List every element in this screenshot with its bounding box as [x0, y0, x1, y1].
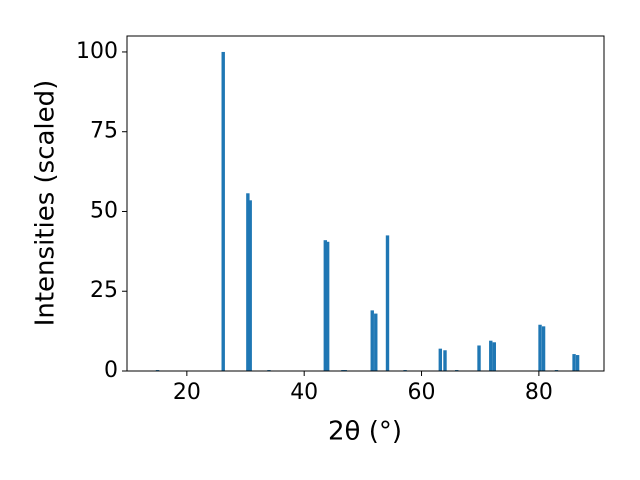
bar [489, 340, 493, 371]
y-tick-label: 100 [76, 39, 118, 64]
bar [477, 345, 481, 371]
bar [374, 313, 378, 371]
y-tick-label: 50 [90, 198, 118, 223]
x-tick-label: 20 [173, 380, 201, 405]
bar [323, 240, 328, 371]
bar [385, 235, 390, 371]
y-tick-label: 25 [90, 278, 118, 303]
y-axis-label: Intensities (scaled) [31, 80, 61, 327]
y-tick-label: 0 [104, 358, 118, 383]
bar [572, 354, 576, 371]
bar [325, 241, 330, 371]
bar [438, 348, 443, 371]
x-tick-label: 60 [408, 380, 436, 405]
bar [221, 51, 225, 371]
bar [575, 355, 580, 371]
bar [246, 193, 250, 371]
x-tick-label: 80 [525, 380, 553, 405]
x-tick-label: 40 [290, 380, 318, 405]
bar [538, 324, 542, 371]
bar [541, 326, 546, 371]
bar [248, 200, 252, 371]
x-axis-label: 2θ (°) [328, 417, 402, 447]
bar [443, 350, 447, 371]
plot-frame [126, 35, 605, 372]
bar [492, 342, 496, 371]
bar [370, 310, 374, 371]
y-tick-label: 75 [90, 119, 118, 144]
